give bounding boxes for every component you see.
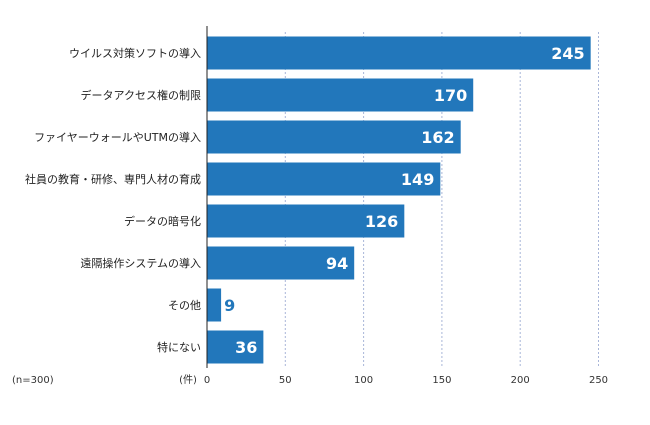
category-label: ウイルス対策ソフトの導入 (69, 46, 201, 60)
x-tick-label: 200 (511, 375, 530, 386)
category-label: 特にない (157, 340, 201, 354)
category-label: データアクセス権の制限 (81, 88, 201, 102)
value-label: 9 (224, 296, 235, 315)
bars (207, 36, 591, 364)
bar (207, 36, 591, 70)
category-label: 社員の教育・研修、専門人材の育成 (25, 172, 201, 186)
unit-label: (件) (179, 374, 197, 386)
x-tick-label: 0 (204, 375, 210, 386)
bar (207, 162, 441, 196)
value-label: 245 (551, 44, 584, 63)
value-label: 94 (326, 254, 348, 273)
tick-labels: 0 50 100 150 200 250 (204, 375, 608, 386)
value-labels: 245 170 162 149 126 94 9 36 (224, 44, 585, 357)
value-label: 162 (421, 128, 454, 147)
bar (207, 120, 461, 154)
x-tick-label: 150 (432, 375, 451, 386)
category-label: データの暗号化 (124, 214, 201, 228)
x-tick-label: 100 (354, 375, 373, 386)
bar (207, 330, 264, 364)
value-label: 36 (235, 338, 257, 357)
sample-size-label: (n=300) (12, 375, 54, 386)
category-label: その他 (168, 299, 201, 312)
category-label: ファイヤーウォールやUTMの導入 (34, 130, 201, 144)
value-label: 170 (434, 86, 467, 105)
x-tick-label: 50 (279, 375, 292, 386)
bar (207, 204, 405, 238)
bar (207, 78, 474, 112)
value-label: 149 (401, 170, 434, 189)
bar (207, 288, 222, 322)
x-tick-label: 250 (589, 375, 608, 386)
value-label: 126 (365, 212, 398, 231)
category-label: 遠隔操作システムの導入 (80, 256, 201, 270)
category-labels: ウイルス対策ソフトの導入データアクセス権の制限ファイヤーウォールやUTMの導入社… (25, 46, 201, 354)
bar (207, 246, 355, 280)
